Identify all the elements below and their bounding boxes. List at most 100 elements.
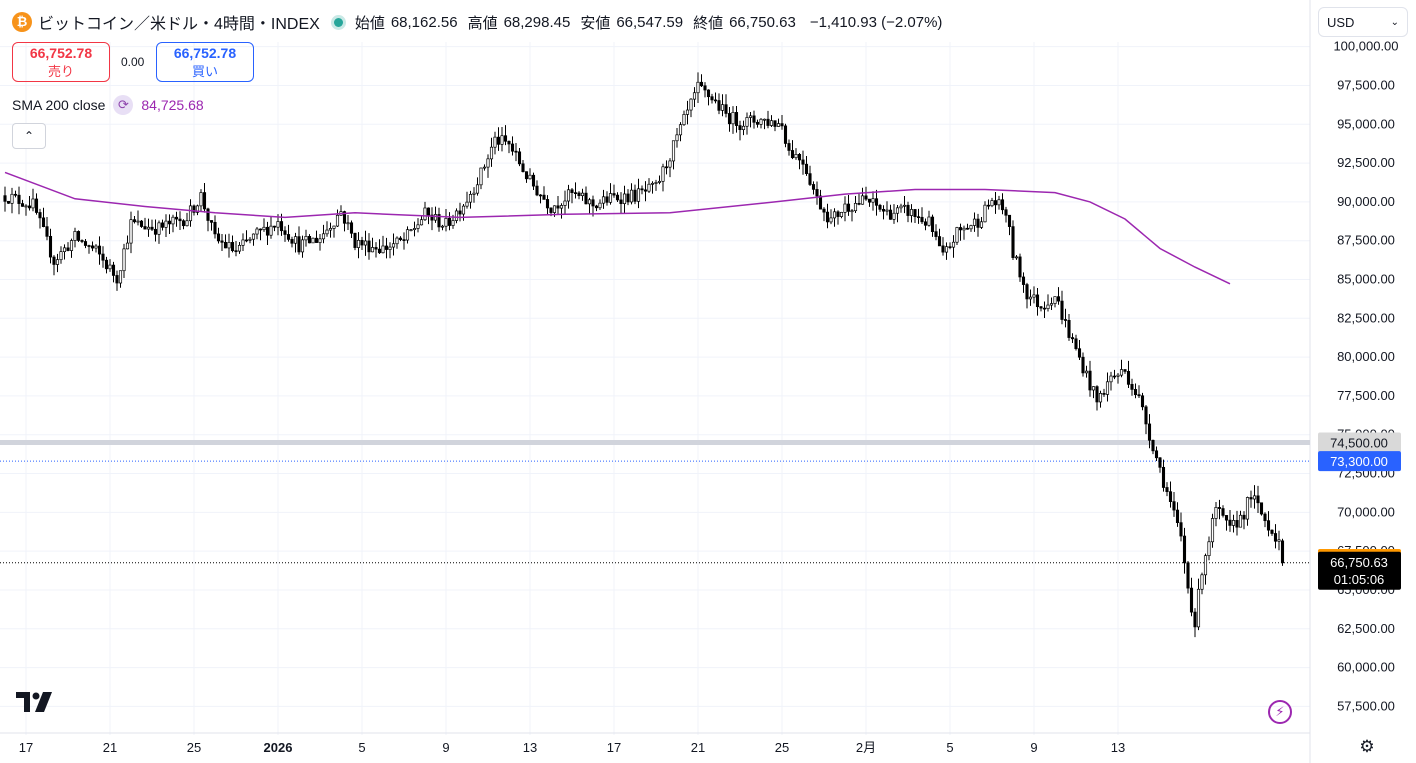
candle-body (706, 89, 711, 98)
candle-body (1214, 507, 1218, 519)
candle-body (139, 220, 144, 227)
time-tick-label: 21 (691, 740, 705, 755)
high-label: 高値 (467, 14, 498, 32)
change-value: −1,410.93 (−2.07%) (809, 13, 943, 31)
price-tick-label: 92,500.00 (1337, 155, 1395, 170)
candle-body (685, 109, 690, 115)
candle-body (692, 92, 697, 100)
candle-body (570, 189, 574, 193)
candle-body (993, 200, 998, 206)
market-status-icon (333, 17, 343, 27)
time-axis[interactable]: 17 21 25 2026 5 9 13 17 21 25 2月 5 9 13 (19, 740, 1125, 755)
candle-body (1084, 370, 1089, 374)
candle-body (150, 226, 154, 230)
candle-body (636, 188, 641, 202)
candle-body (1245, 497, 1250, 520)
sell-button[interactable]: 66,752.78 売り (12, 42, 110, 82)
chevron-down-icon: ⌄ (1390, 16, 1399, 28)
candle-body (808, 173, 812, 185)
candle-body (220, 240, 224, 243)
open-label: 始値 (354, 14, 385, 32)
indicator-legend[interactable]: SMA 200 close ⟳ 84,725.68 (12, 95, 204, 115)
candle-body (766, 118, 770, 126)
candle-body (741, 125, 746, 130)
candle-body (1130, 384, 1134, 390)
candle-body (1231, 520, 1236, 526)
candle-body (1277, 539, 1281, 542)
candle-body (640, 188, 644, 191)
candle-body (265, 226, 270, 236)
candle-body (269, 225, 273, 236)
candle-body (748, 115, 753, 118)
candle-body (944, 246, 949, 253)
candle-body (825, 211, 830, 223)
candle-body (496, 136, 501, 145)
candle-body (801, 159, 805, 165)
candle-body (678, 124, 683, 136)
candle-body (1186, 562, 1190, 589)
candle-body (633, 189, 637, 202)
candle-body (493, 136, 497, 148)
candle-body (699, 81, 704, 87)
spread-value: 0.00 (121, 55, 145, 69)
price-axis[interactable]: 57,500.0060,000.0062,500.0065,000.0067,5… (1333, 39, 1398, 714)
time-tick-label: 21 (103, 740, 117, 755)
candle-body (720, 104, 725, 111)
buy-button[interactable]: 66,752.78 買い (156, 42, 254, 82)
time-tick-label: 17 (607, 740, 621, 755)
candle-body (69, 240, 74, 251)
candle-body (538, 194, 543, 197)
candle-body (783, 125, 788, 144)
candle-body (1207, 541, 1211, 557)
candle-body (234, 250, 238, 253)
candle-body (1109, 375, 1113, 383)
candle-body (580, 192, 585, 197)
candle-body (346, 222, 350, 225)
candle-body (867, 198, 872, 203)
candle-body (822, 208, 826, 213)
candle-body (1224, 515, 1229, 521)
candle-body (776, 123, 781, 127)
candle-body (734, 112, 739, 126)
candle-body (1210, 518, 1215, 543)
candle-body (1070, 337, 1075, 340)
candle-body (1179, 522, 1183, 537)
candle-body (59, 251, 63, 261)
symbol-legend: ₿ ビットコイン／米ドル・4時間・INDEX 始値 68,162.56 高値 68,… (12, 10, 942, 34)
candle-body (38, 212, 42, 219)
candle-body (1168, 491, 1173, 502)
candle-body (1112, 375, 1117, 378)
candle-body (671, 140, 676, 162)
candle-body (1042, 307, 1047, 310)
sma-line (4, 171, 1231, 285)
candle-body (962, 227, 966, 231)
candle-body (307, 236, 312, 244)
candle-body (955, 227, 959, 243)
countdown-label: 01:05:06 (1334, 572, 1385, 587)
candle-body (1140, 395, 1145, 408)
candle-body (1077, 348, 1082, 358)
indicator-value: 84,725.68 (141, 97, 204, 113)
candle-body (650, 182, 655, 185)
collapse-legend-button[interactable]: ⌃ (12, 123, 46, 149)
candle-body (1256, 495, 1260, 504)
candle-body (1193, 611, 1197, 628)
candle-body (171, 216, 175, 225)
candle-body (913, 209, 917, 217)
candle-body (475, 184, 480, 194)
candle-body (304, 236, 308, 241)
candle-body (1200, 574, 1204, 590)
candle-body (248, 238, 252, 241)
candle-body (885, 209, 889, 212)
candle-body (507, 140, 511, 145)
candle-body (192, 205, 196, 213)
gear-icon[interactable]: ⚙ (1359, 737, 1375, 757)
symbol-title[interactable]: ビットコイン／米ドル・4時間・INDEX (38, 16, 320, 33)
tradingview-logo-icon[interactable] (16, 690, 56, 714)
candle-body (314, 237, 319, 243)
sell-price: 66,752.78 (29, 44, 93, 61)
candle-body (87, 245, 91, 247)
currency-select[interactable]: USD ⌄ (1318, 7, 1408, 37)
lightning-icon[interactable]: ⚡ (1268, 700, 1292, 724)
